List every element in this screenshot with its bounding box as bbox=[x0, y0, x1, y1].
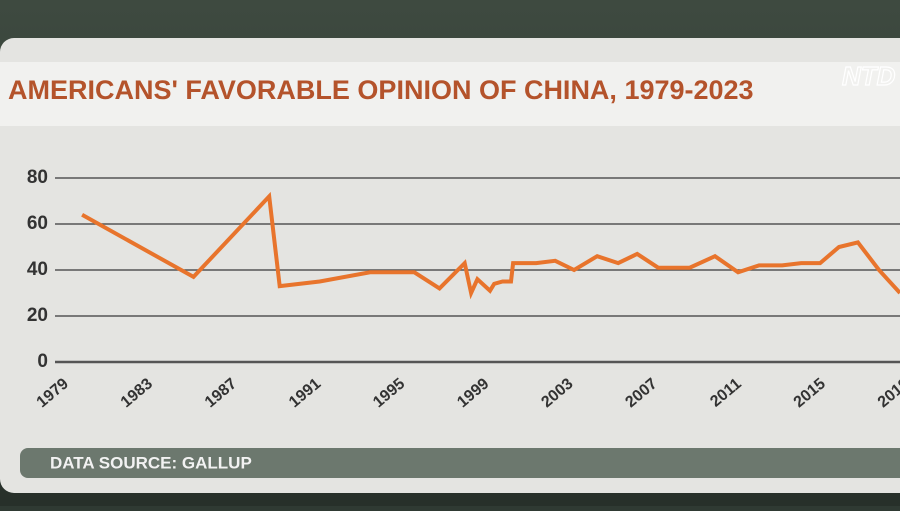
y-tick-label: 0 bbox=[37, 351, 48, 372]
data-line bbox=[81, 191, 900, 300]
y-tick-label: 60 bbox=[27, 213, 48, 234]
source: DATA SOURCE: GALLUP bbox=[50, 453, 252, 472]
title-band bbox=[0, 62, 900, 126]
y-tick-label: 40 bbox=[27, 259, 48, 280]
panel bbox=[0, 38, 900, 493]
y-tick-label: 20 bbox=[27, 305, 48, 326]
logo: NTD bbox=[842, 61, 896, 91]
source-bar bbox=[20, 448, 900, 478]
chart-title: AMERICANS' FAVORABLE OPINION OF CHINA, 1… bbox=[8, 75, 754, 105]
y-tick-label: 80 bbox=[27, 167, 48, 188]
